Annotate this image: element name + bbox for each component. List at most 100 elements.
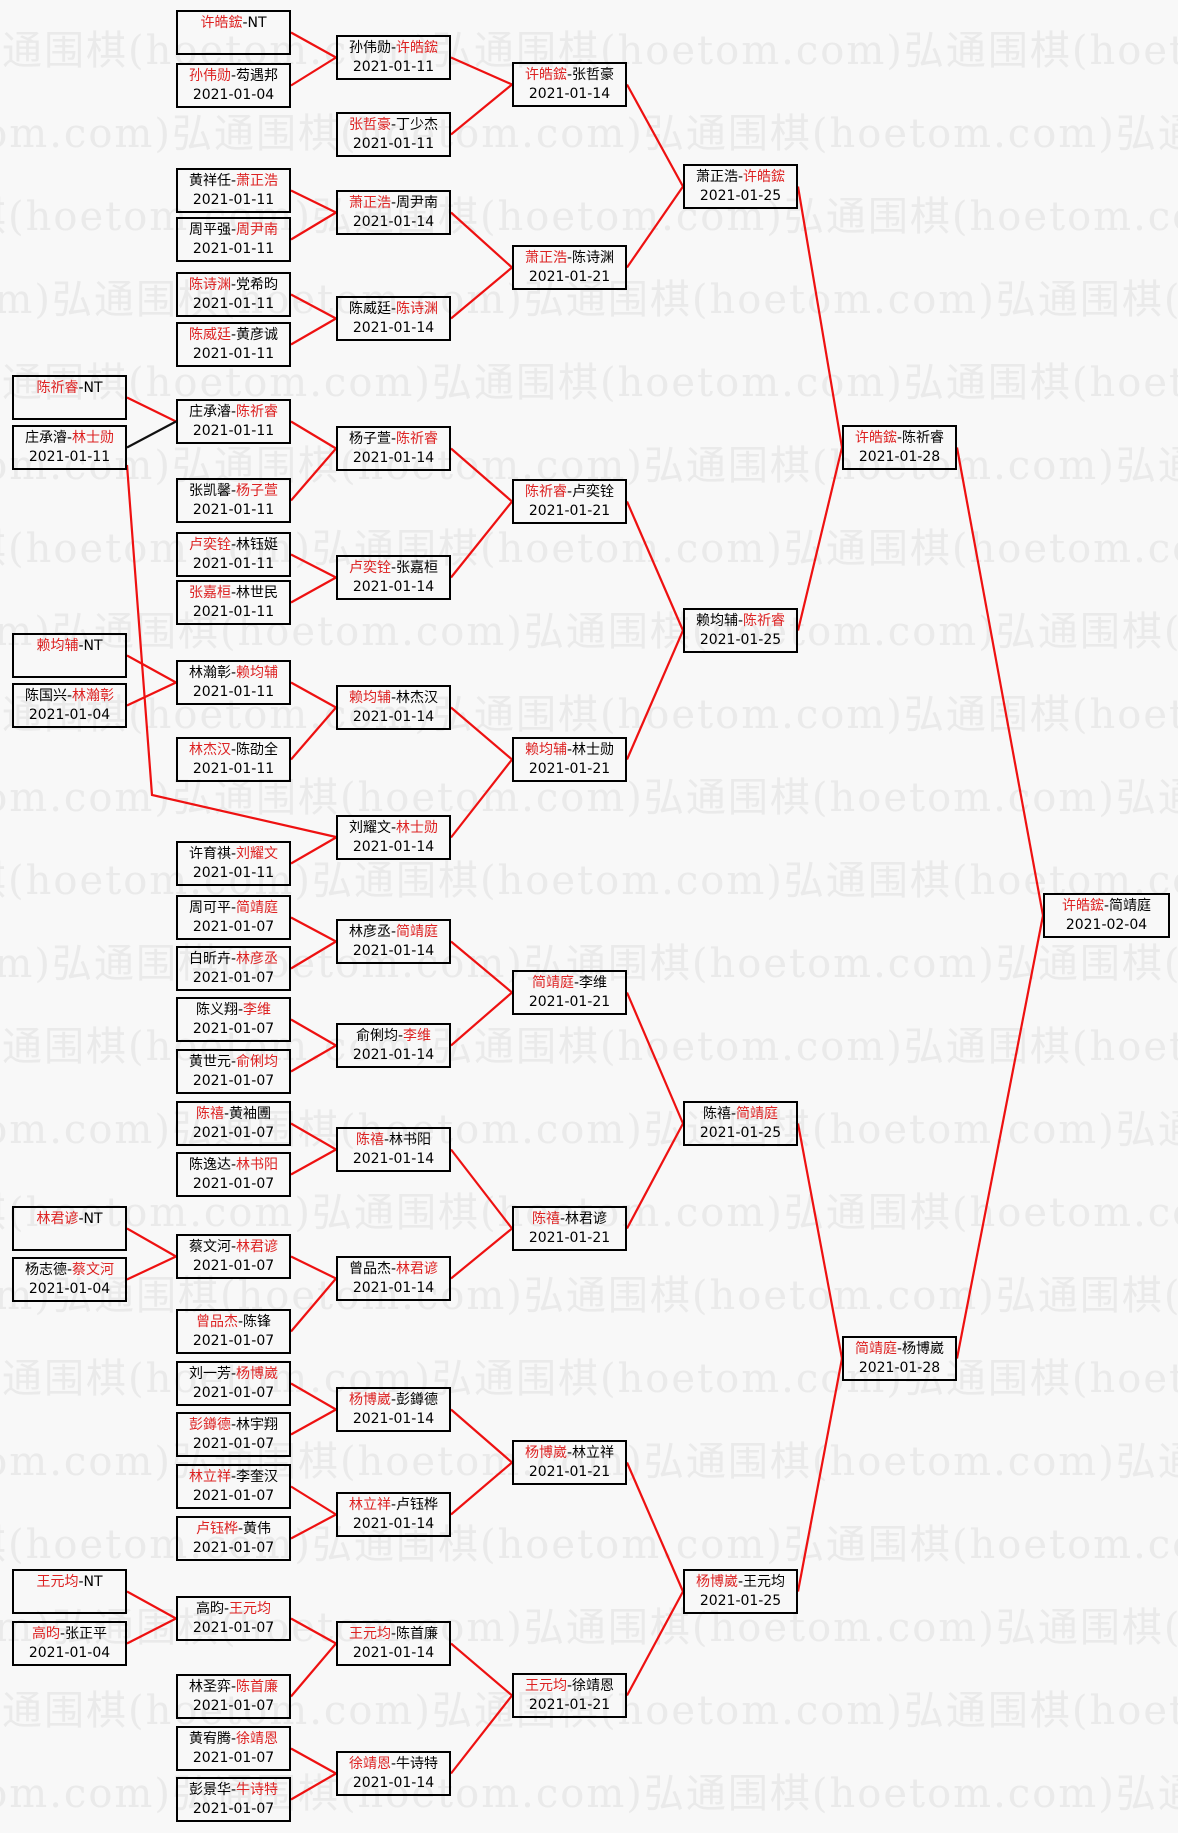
match-box[interactable]: 孙伟勋-许皓鋐 2021-01-11 bbox=[336, 35, 451, 80]
player-name: 丁少杰 bbox=[396, 117, 439, 133]
match-box[interactable]: 陈诗渊-党希昀 2021-01-11 bbox=[176, 272, 291, 317]
match-box[interactable]: 许皓鋐-简靖庭 2021-02-04 bbox=[1043, 893, 1170, 938]
match-box[interactable]: 萧正浩-许皓鋐 2021-01-25 bbox=[683, 164, 798, 209]
match-box[interactable]: 孙伟勋-芶遇邦 2021-01-04 bbox=[176, 63, 291, 108]
match-box[interactable]: 曾品杰-林君谚 2021-01-14 bbox=[336, 1256, 451, 1301]
match-box[interactable]: 杨子萱-陈祈睿 2021-01-14 bbox=[336, 426, 451, 471]
match-box[interactable]: 许皓鋐-NT bbox=[176, 10, 291, 55]
match-box[interactable]: 杨博崴-王元均 2021-01-25 bbox=[683, 1569, 798, 1614]
match-box[interactable]: 许育祺-刘耀文 2021-01-11 bbox=[176, 841, 291, 886]
match-box[interactable]: 林圣弈-陈首廉 2021-01-07 bbox=[176, 1674, 291, 1719]
match-box[interactable]: 黄祥任-萧正浩 2021-01-11 bbox=[176, 168, 291, 213]
match-box[interactable]: 蔡文河-林君谚 2021-01-07 bbox=[176, 1234, 291, 1279]
match-box[interactable]: 杨博崴-林立祥 2021-01-21 bbox=[512, 1440, 627, 1485]
match-box[interactable]: 杨博崴-彭鐏德 2021-01-14 bbox=[336, 1387, 451, 1432]
match-date: 2021-01-04 bbox=[192, 87, 275, 103]
separator: - bbox=[566, 250, 573, 266]
match-box[interactable]: 徐靖恩-牛诗特 2021-01-14 bbox=[336, 1751, 451, 1796]
match-box[interactable]: 张嘉桓-林世民 2021-01-11 bbox=[176, 580, 291, 625]
match-box[interactable]: 周平强-周尹南 2021-01-11 bbox=[176, 217, 291, 262]
match-box[interactable]: 林君谚-NT bbox=[12, 1206, 127, 1251]
match-box[interactable]: 高昀-张正平 2021-01-04 bbox=[12, 1621, 127, 1666]
player-name: 蔡文河 bbox=[72, 1262, 115, 1278]
match-box[interactable]: 卢奕铨-林钰娗 2021-01-11 bbox=[176, 532, 291, 577]
match-box[interactable]: 陈禧-黄袖圑 2021-01-07 bbox=[176, 1101, 291, 1146]
match-box[interactable]: 赖均辅-NT bbox=[12, 633, 127, 678]
separator: - bbox=[230, 1054, 237, 1070]
player-name: 黄祥任 bbox=[188, 173, 231, 189]
player-name: 赖均辅 bbox=[236, 665, 279, 681]
bracket-line bbox=[450, 56, 513, 86]
player-name: 周可平 bbox=[188, 900, 231, 916]
match-box[interactable]: 赖均辅-林士勋 2021-01-21 bbox=[512, 737, 627, 782]
match-box[interactable]: 卢奕铨-张嘉桓 2021-01-14 bbox=[336, 555, 451, 600]
match-box[interactable]: 曾品杰-陈锋 2021-01-07 bbox=[176, 1309, 291, 1354]
bracket-line bbox=[290, 1277, 337, 1333]
player-name: 林世民 bbox=[236, 585, 279, 601]
match-date: 2021-01-04 bbox=[28, 1645, 111, 1661]
match-box[interactable]: 林立祥-卢钰桦 2021-01-14 bbox=[336, 1492, 451, 1537]
match-box[interactable]: 刘耀文-林士勋 2021-01-14 bbox=[336, 815, 451, 860]
match-box[interactable]: 高昀-王元均 2021-01-07 bbox=[176, 1596, 291, 1641]
bracket-line bbox=[626, 185, 684, 269]
match-box[interactable]: 黄宥腾-徐靖恩 2021-01-07 bbox=[176, 1726, 291, 1771]
match-box[interactable]: 赖均辅-陈祈睿 2021-01-25 bbox=[683, 608, 798, 653]
match-box[interactable]: 陈逸达-林书阳 2021-01-07 bbox=[176, 1152, 291, 1197]
match-box[interactable]: 卢钰桦-黄伟 2021-01-07 bbox=[176, 1516, 291, 1561]
match-box[interactable]: 许皓鋐-张哲豪 2021-01-14 bbox=[512, 62, 627, 107]
separator: - bbox=[730, 1106, 737, 1122]
separator: - bbox=[230, 483, 237, 499]
match-box[interactable]: 陈国兴-林瀚彰 2021-01-04 bbox=[12, 683, 127, 728]
match-date: 2021-01-25 bbox=[699, 188, 782, 204]
separator: - bbox=[66, 430, 73, 446]
match-date: 2021-01-21 bbox=[528, 503, 611, 519]
separator: - bbox=[390, 690, 397, 706]
match-box[interactable]: 陈禧-简靖庭 2021-01-25 bbox=[683, 1101, 798, 1146]
player-name: 杨子萱 bbox=[348, 431, 391, 447]
match-box[interactable]: 陈禧-林君谚 2021-01-21 bbox=[512, 1206, 627, 1251]
match-box[interactable]: 萧正浩-周尹南 2021-01-14 bbox=[336, 190, 451, 235]
match-box[interactable]: 陈祈睿-卢奕铨 2021-01-21 bbox=[512, 479, 627, 524]
separator: - bbox=[237, 1314, 244, 1330]
match-box[interactable]: 林彦丞-简靖庭 2021-01-14 bbox=[336, 919, 451, 964]
match-box[interactable]: 刘一芳-杨博崴 2021-01-07 bbox=[176, 1361, 291, 1406]
separator: - bbox=[230, 173, 237, 189]
match-box[interactable]: 陈祈睿-NT bbox=[12, 375, 127, 420]
player-name: 陈禧 bbox=[355, 1132, 384, 1148]
match-box[interactable]: 杨志德-蔡文河 2021-01-04 bbox=[12, 1257, 127, 1302]
match-box[interactable]: 张凯馨-杨子萱 2021-01-11 bbox=[176, 478, 291, 523]
match-box[interactable]: 王元均-NT bbox=[12, 1569, 127, 1614]
match-box[interactable]: 白昕卉-林彦丞 2021-01-07 bbox=[176, 946, 291, 991]
match-box[interactable]: 许皓鋐-陈祈睿 2021-01-28 bbox=[842, 425, 957, 470]
match-box[interactable]: 萧正浩-陈诗渊 2021-01-21 bbox=[512, 245, 627, 290]
player-name: 许皓鋐 bbox=[524, 67, 567, 83]
match-box[interactable]: 王元均-陈首廉 2021-01-14 bbox=[336, 1621, 451, 1666]
match-box[interactable]: 陈禧-林书阳 2021-01-14 bbox=[336, 1127, 451, 1172]
match-box[interactable]: 周可平-简靖庭 2021-01-07 bbox=[176, 895, 291, 940]
match-box[interactable]: 彭景华-牛诗特 2021-01-07 bbox=[176, 1777, 291, 1822]
match-box[interactable]: 张哲豪-丁少杰 2021-01-11 bbox=[336, 112, 451, 157]
match-box[interactable]: 庄承濬-林士勋 2021-01-11 bbox=[12, 425, 127, 470]
match-box[interactable]: 陈威廷-黄彦诚 2021-01-11 bbox=[176, 322, 291, 367]
match-box[interactable]: 林瀚彰-赖均辅 2021-01-11 bbox=[176, 660, 291, 705]
player-name: 简靖庭 bbox=[1109, 898, 1152, 914]
bracket-line bbox=[450, 1227, 513, 1280]
player-name: 陈诗渊 bbox=[188, 277, 231, 293]
match-box[interactable]: 林杰汉-陈劭全 2021-01-11 bbox=[176, 737, 291, 782]
separator: - bbox=[242, 15, 248, 31]
match-box[interactable]: 简靖庭-杨博崴 2021-01-28 bbox=[842, 1336, 957, 1381]
match-box[interactable]: 陈义翔-李维 2021-01-07 bbox=[176, 997, 291, 1042]
match-box[interactable]: 简靖庭-李维 2021-01-21 bbox=[512, 970, 627, 1015]
match-box[interactable]: 俞俐均-李维 2021-01-14 bbox=[336, 1023, 451, 1068]
match-box[interactable]: 赖均辅-林杰汉 2021-01-14 bbox=[336, 685, 451, 730]
player-name: 徐靖恩 bbox=[572, 1678, 615, 1694]
bracket-line bbox=[290, 553, 337, 579]
bracket-line bbox=[450, 1148, 513, 1230]
match-box[interactable]: 黄世元-俞俐均 2021-01-07 bbox=[176, 1049, 291, 1094]
match-date: 2021-01-11 bbox=[192, 346, 275, 362]
match-box[interactable]: 王元均-徐靖恩 2021-01-21 bbox=[512, 1673, 627, 1718]
match-box[interactable]: 陈威廷-陈诗渊 2021-01-14 bbox=[336, 296, 451, 341]
match-box[interactable]: 林立祥-李奎汉 2021-01-07 bbox=[176, 1464, 291, 1509]
match-box[interactable]: 彭鐏德-林宇翔 2021-01-07 bbox=[176, 1412, 291, 1457]
match-box[interactable]: 庄承濬-陈祈睿 2021-01-11 bbox=[176, 399, 291, 444]
